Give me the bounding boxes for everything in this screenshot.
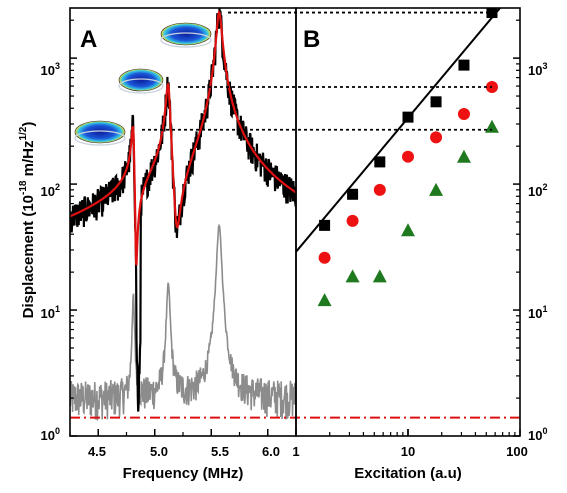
panel-b-letter: B (303, 26, 320, 53)
triangle-marker (456, 149, 471, 163)
triangle-marker (429, 182, 444, 196)
triangle-marker (372, 269, 387, 283)
y-tick-label-right: 103 (528, 61, 547, 78)
circle-marker (346, 214, 359, 227)
x-tick-label-b: 100 (506, 444, 528, 459)
triangle-marker (484, 119, 499, 133)
power-law-fit-line (296, 8, 502, 253)
panel-a-x-axis-title: Frequency (MHz) (123, 465, 244, 482)
mode-shape-2-inset (118, 68, 164, 94)
x-tick-label-b: 10 (401, 444, 415, 459)
mode-shape-1-inset (74, 120, 126, 146)
peak-connector-lines (70, 11, 520, 419)
x-tick-label-a: 6.0 (262, 444, 280, 459)
noise-spectrum-line (70, 223, 296, 421)
y-tick-label-right: 100 (528, 426, 547, 443)
panel-b-x-axis-title: Excitation (a.u) (354, 465, 462, 482)
panel-b-plot-area (296, 8, 502, 307)
circle-marker (430, 131, 443, 144)
square-marker (458, 59, 470, 71)
circle-marker (373, 183, 386, 196)
triangle-marker (401, 223, 415, 237)
x-tick-label-a: 5.0 (150, 444, 168, 459)
square-marker (374, 156, 386, 168)
y-tick-label-left: 101 (41, 304, 60, 321)
square-marker (486, 8, 498, 19)
mode-shape-3-inset (160, 22, 212, 48)
square-marker (347, 188, 359, 200)
x-tick-label-a: 5.5 (211, 444, 229, 459)
y-tick-label-right: 102 (528, 182, 547, 199)
triangle-marker (345, 269, 360, 283)
y-tick-label-right: 101 (528, 304, 547, 321)
y-tick-label-left: 100 (41, 426, 60, 443)
panel-a-plot-area (70, 8, 296, 421)
square-marker (402, 111, 414, 123)
square-marker (430, 96, 442, 108)
circle-marker (402, 150, 414, 163)
measured-spectrum-line (70, 8, 296, 412)
y-axis-title: Displacement (10-18 m/Hz1/2) (18, 122, 37, 319)
lorentzian-fit-line (70, 10, 296, 266)
y-tick-label-left: 103 (41, 61, 60, 78)
circle-marker (457, 108, 470, 121)
axis-ticks (69, 19, 521, 437)
x-tick-label-b: 1 (292, 444, 299, 459)
circle-marker (318, 251, 331, 264)
triangle-marker (317, 293, 332, 307)
x-tick-label-a: 4.5 (88, 444, 106, 459)
square-marker (319, 219, 331, 231)
panel-a-frame (69, 7, 297, 437)
panel-a-letter: A (80, 26, 97, 53)
y-tick-label-left: 102 (41, 182, 60, 199)
